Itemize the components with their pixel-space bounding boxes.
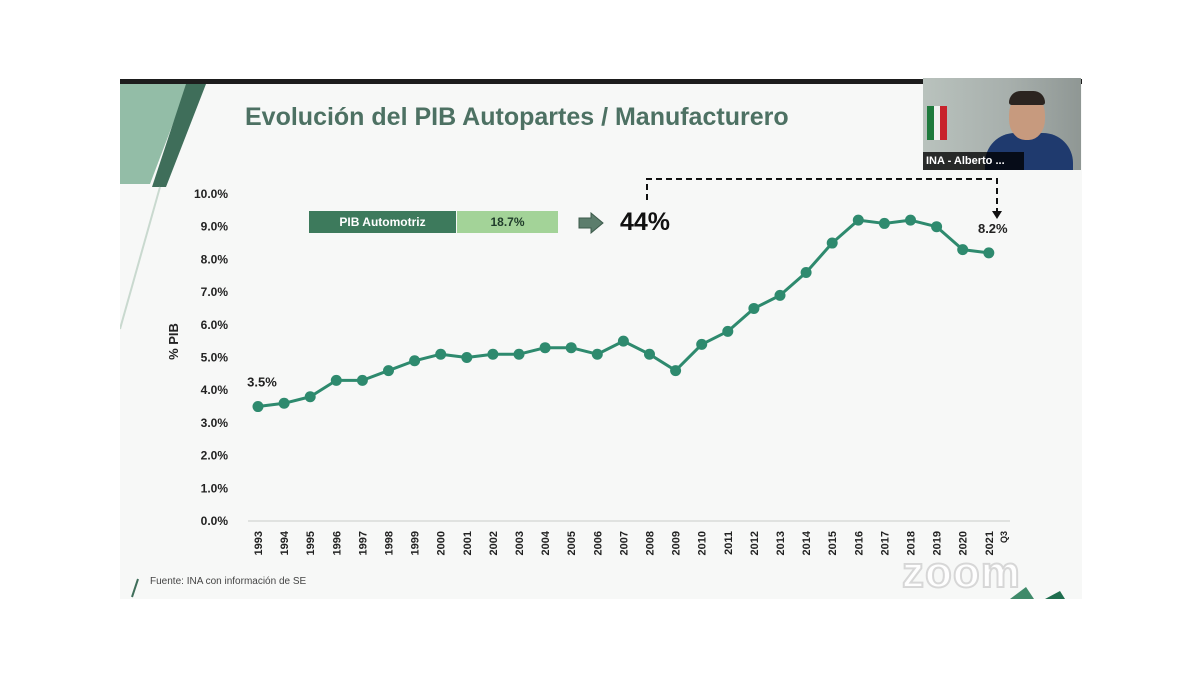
data-point xyxy=(356,374,368,386)
slide-title: Evolución del PIB Autopartes / Manufactu… xyxy=(245,103,789,131)
data-point xyxy=(748,302,760,314)
data-point xyxy=(278,397,290,409)
x-tick-label: 2012 xyxy=(749,531,761,555)
series-line xyxy=(257,218,989,409)
y-tick-label: 2.0% xyxy=(201,449,229,463)
participant-name: INA - Alberto ... xyxy=(923,152,1024,170)
x-tick-label: 2006 xyxy=(592,531,604,555)
x-tick-label: 2018 xyxy=(906,531,918,555)
data-point xyxy=(252,401,264,413)
data-point xyxy=(878,217,890,229)
x-tick-label: 2010 xyxy=(697,531,709,555)
y-tick-label: 4.0% xyxy=(201,383,229,397)
slide-corner-decoration xyxy=(120,84,206,330)
x-tick-label: 2008 xyxy=(645,531,657,555)
x-tick-label: 2014 xyxy=(801,530,813,555)
data-label: 8.2% xyxy=(978,221,1008,236)
data-point xyxy=(461,352,473,363)
zoom-watermark: zoom xyxy=(901,547,1021,598)
data-point xyxy=(644,348,655,360)
x-tick-label: 2015 xyxy=(827,531,839,555)
data-point xyxy=(487,348,499,360)
x-tick-label: 2019 xyxy=(932,531,944,555)
y-tick-label: 8.0% xyxy=(201,252,229,266)
presentation-slide: Evolución del PIB Autopartes / Manufactu… xyxy=(120,79,1082,599)
x-tick-label: 1995 xyxy=(305,531,317,555)
x-tick-label: 1993 xyxy=(253,531,265,555)
data-point xyxy=(696,338,708,350)
data-point xyxy=(826,237,838,249)
data-point xyxy=(983,247,995,259)
y-tick-label: 1.0% xyxy=(201,481,229,495)
x-tick-label: 2016 xyxy=(853,531,865,555)
kpi-value: 18.7% xyxy=(457,211,558,233)
x-tick-label: 2007 xyxy=(618,531,630,555)
y-tick-label: 6.0% xyxy=(201,318,229,332)
data-point xyxy=(905,214,916,226)
x-tick-label: 2004 xyxy=(540,530,552,555)
x-tick-label: 1996 xyxy=(331,531,343,555)
x-tick-label: 2000 xyxy=(436,531,448,555)
data-point xyxy=(330,374,342,386)
y-tick-label: 7.0% xyxy=(201,285,229,299)
data-point xyxy=(670,365,682,377)
y-tick-label: 0.0% xyxy=(201,514,229,528)
growth-bracket xyxy=(646,178,1002,219)
x-tick-label: 2020 xyxy=(958,531,970,555)
growth-percentage: 44% xyxy=(620,208,671,236)
data-point xyxy=(565,342,577,354)
x-tick-label: 2011 xyxy=(723,531,735,555)
participant-hair xyxy=(1009,91,1045,105)
x-tick-label: 2002 xyxy=(488,531,500,555)
data-point xyxy=(774,289,786,301)
data-point xyxy=(852,214,864,226)
line-chart: 0.0% 1.0% 2.0% 3.0% 4.0% 5.0% 6.0% 7.0% 8.0% 9.0%… xyxy=(194,187,1010,555)
x-tick-label: 1994 xyxy=(279,530,291,555)
data-point xyxy=(435,348,447,360)
bracket-arrowhead xyxy=(992,211,1002,219)
mexico-flag-icon xyxy=(927,106,947,140)
data-point xyxy=(513,348,525,360)
data-point xyxy=(617,335,629,347)
x-tick-quarter-label: Q3 xyxy=(999,531,1009,543)
arrow-right-icon xyxy=(578,212,604,234)
x-tick-label: 2009 xyxy=(671,531,683,555)
data-point xyxy=(931,221,943,233)
data-label: 3.5% xyxy=(247,375,277,390)
y-tick-label: 5.0% xyxy=(201,351,229,365)
y-tick-label: 10.0% xyxy=(194,187,228,201)
kpi-label: PIB Automotriz xyxy=(309,211,456,233)
x-tick-label: 2003 xyxy=(514,531,526,555)
data-point xyxy=(409,355,421,367)
participant-video-tile[interactable]: INA - Alberto ... xyxy=(923,78,1081,170)
data-point xyxy=(383,365,394,377)
slide-bottom-decoration xyxy=(131,578,1065,599)
data-point xyxy=(722,325,734,337)
x-tick-label: 2017 xyxy=(879,531,891,555)
x-tick-label: 2013 xyxy=(775,531,787,555)
data-point xyxy=(591,348,603,360)
data-point xyxy=(800,266,812,278)
x-tick-label: 2005 xyxy=(566,531,578,555)
x-tick-label: 2021 xyxy=(984,531,996,555)
data-point xyxy=(539,342,551,354)
data-point xyxy=(304,391,316,403)
x-tick-label: 2001 xyxy=(462,531,474,555)
x-tick-label: 1999 xyxy=(410,531,422,555)
y-tick-label: 3.0% xyxy=(201,416,229,430)
x-tick-label: 1997 xyxy=(357,531,369,555)
source-note: Fuente: INA con información de SE xyxy=(150,576,307,587)
slide-top-border xyxy=(120,79,1082,84)
x-tick-label: 1998 xyxy=(384,531,396,555)
y-tick-label: 9.0% xyxy=(201,220,229,234)
data-point xyxy=(957,244,969,256)
